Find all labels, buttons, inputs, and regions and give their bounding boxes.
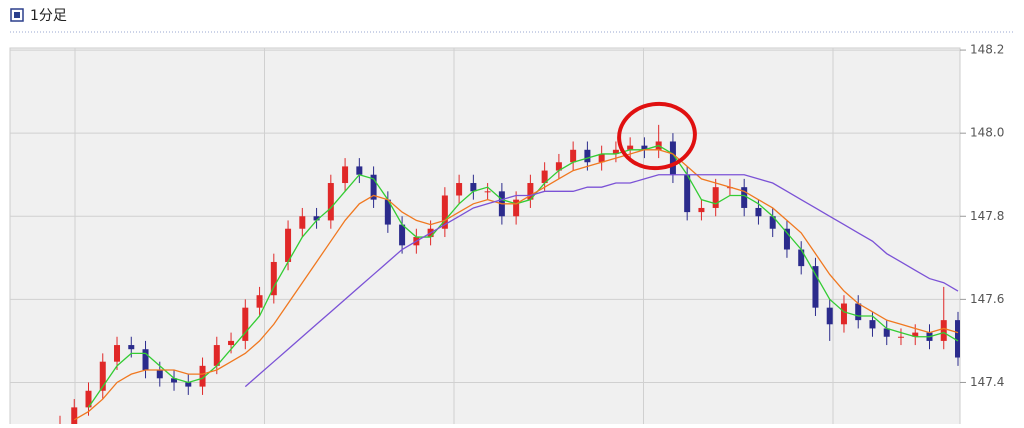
candle-body [555, 162, 562, 171]
candle-body [712, 187, 719, 208]
candle-body [128, 345, 135, 350]
highlight-circle [617, 101, 697, 171]
candle-body [684, 174, 691, 213]
page-title: 1分足 [30, 8, 67, 24]
candle-body [384, 199, 391, 225]
candle-body [883, 328, 890, 337]
y-tick-label: 148.2 [970, 43, 1004, 57]
candle-body [285, 228, 292, 262]
candle-body [584, 149, 591, 163]
candle-body [513, 199, 520, 217]
candle-body [342, 166, 349, 184]
candle-body [570, 149, 577, 163]
candle-body [855, 303, 862, 321]
marks [59, 124, 960, 424]
candle-body [242, 307, 249, 341]
candle-body [627, 145, 634, 150]
candle-body [940, 320, 947, 341]
candle-body [641, 145, 648, 150]
ma-line [244, 174, 959, 388]
candle-body [270, 261, 277, 296]
candle-body [156, 369, 163, 379]
candle-body [826, 307, 833, 325]
ma-line [87, 144, 959, 408]
candle-body [256, 295, 263, 308]
candle-body [527, 183, 534, 200]
candle-body [769, 216, 776, 229]
title-icon-inner [14, 12, 20, 18]
candle-body [612, 149, 619, 154]
candle-body [912, 332, 919, 337]
candle-body [698, 207, 705, 213]
candle-body [470, 183, 477, 192]
candle-body [313, 216, 320, 221]
candle-body [370, 174, 377, 200]
candle-body [299, 216, 306, 229]
ma-line [73, 149, 959, 421]
candle-body [840, 303, 847, 325]
candle-body [484, 191, 491, 193]
candle-body [798, 249, 805, 267]
plot-area [9, 47, 961, 428]
candle-body [955, 320, 960, 358]
candle-body [99, 361, 106, 391]
candle-body [441, 195, 448, 229]
candle-body [598, 153, 605, 163]
y-tick-label: 147.4 [970, 375, 1004, 389]
candle-body [741, 187, 748, 208]
candle-body [755, 207, 762, 217]
y-tick-label: 147.8 [970, 209, 1004, 223]
candle-body [142, 349, 149, 370]
candle-body [399, 224, 406, 246]
candle-body [171, 378, 178, 383]
y-tick-label: 147.6 [970, 292, 1004, 306]
candle-body [356, 166, 363, 175]
grid [10, 48, 960, 424]
candle-body [327, 183, 334, 221]
candle-body [185, 382, 192, 387]
candle-body [228, 340, 235, 346]
candle-body [783, 228, 790, 250]
candle-body [541, 170, 548, 184]
candle-body [669, 141, 676, 175]
candle-body [71, 407, 78, 424]
candle-body [199, 365, 206, 387]
candle-body [869, 320, 876, 329]
y-tick-label: 148.0 [970, 126, 1004, 140]
candle-body [213, 345, 220, 366]
candle-body [114, 345, 121, 362]
candle-body [812, 266, 819, 308]
candle-body [456, 183, 463, 196]
candle-body [85, 390, 92, 408]
candle-body [897, 336, 904, 338]
y-axis: 147.4 147.6 147.8 148.0 148.2 [960, 43, 1004, 389]
